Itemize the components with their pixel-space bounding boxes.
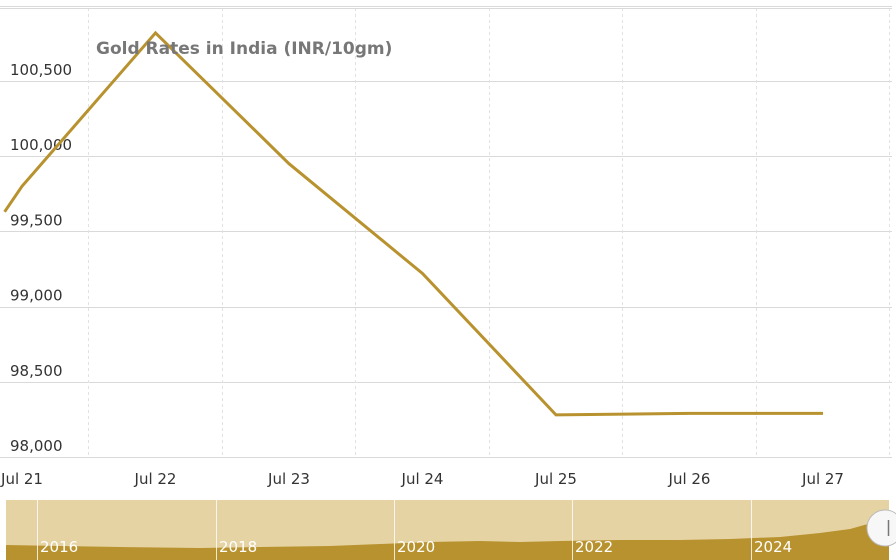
series-line <box>3 30 823 417</box>
navigator-year-label: 2018 <box>219 538 257 556</box>
x-axis-ticks: Jul 21 Jul 22 Jul 23 Jul 24 Jul 25 Jul 26 Jul … <box>0 470 844 488</box>
grid-layer <box>0 6 892 458</box>
navigator[interactable]: 2016 2018 2020 2022 2024 <box>6 500 896 560</box>
x-tick-label: Jul 21 <box>0 470 43 488</box>
navigator-handle[interactable] <box>866 509 896 547</box>
x-tick-label: Jul 26 <box>668 470 711 488</box>
navigator-year-label: 2020 <box>397 538 435 556</box>
series-layer <box>3 30 824 417</box>
x-tick-label: Jul 23 <box>267 470 310 488</box>
x-tick-label: Jul 25 <box>534 470 577 488</box>
x-tick-label: Jul 24 <box>401 470 444 488</box>
y-tick-label: 100,000 <box>10 136 72 154</box>
navigator-area <box>6 516 889 560</box>
y-tick-label: 98,000 <box>10 437 63 455</box>
y-axis-ticks: 98,000 98,500 99,000 99,500 100,000 100,500 <box>10 61 72 455</box>
y-tick-label: 98,500 <box>10 362 63 380</box>
y-tick-label: 99,500 <box>10 211 63 229</box>
navigator-year-label: 2016 <box>40 538 78 556</box>
y-tick-label: 99,000 <box>10 287 63 305</box>
chart-title: Gold Rates in India (INR/10gm) <box>96 39 392 59</box>
x-tick-label: Jul 22 <box>134 470 177 488</box>
navigator-year-label: 2024 <box>754 538 792 556</box>
navigator-year-label: 2022 <box>575 538 613 556</box>
y-tick-label: 100,500 <box>10 61 72 79</box>
x-tick-label: Jul 27 <box>801 470 844 488</box>
